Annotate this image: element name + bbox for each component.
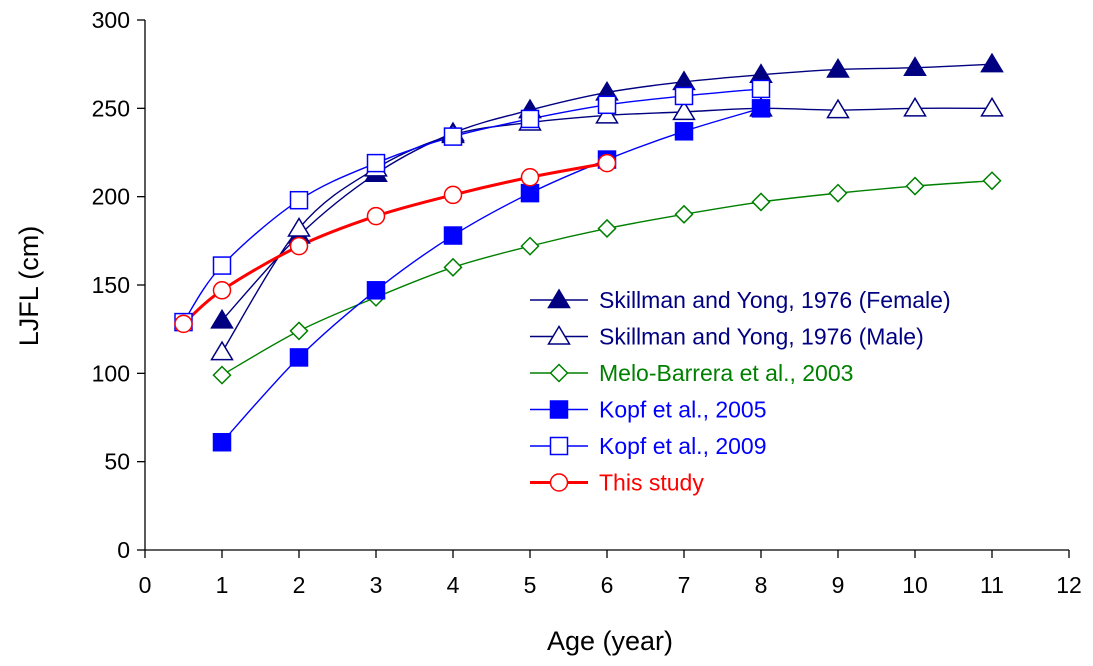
data-point-triangle-filled bbox=[210, 308, 234, 329]
x-tick-label: 6 bbox=[601, 572, 614, 598]
x-tick-label: 4 bbox=[447, 572, 460, 598]
data-point-square-open bbox=[212, 256, 232, 275]
legend-item: Melo-Barrera et al., 2003 bbox=[530, 360, 853, 386]
x-tick-label: 12 bbox=[1056, 572, 1082, 598]
data-point-diamond-open bbox=[905, 176, 925, 196]
data-point-triangle-open bbox=[980, 96, 1004, 117]
data-point-triangle-open bbox=[287, 217, 311, 237]
data-point-circle-open bbox=[174, 314, 193, 334]
data-point-triangle-filled bbox=[826, 58, 850, 78]
data-point-square-filled bbox=[520, 183, 540, 203]
data-point-square-filled bbox=[212, 432, 232, 452]
x-tick-label: 1 bbox=[216, 572, 229, 598]
data-point-square-open bbox=[751, 79, 771, 99]
data-point-diamond-open bbox=[289, 321, 309, 341]
data-point-diamond-open bbox=[982, 171, 1002, 191]
data-point-triangle-open bbox=[210, 340, 234, 361]
series-line bbox=[221, 63, 993, 321]
data-point-square-open bbox=[520, 109, 540, 129]
data-point-triangle-open bbox=[547, 325, 571, 345]
y-tick-label: 0 bbox=[117, 537, 130, 563]
x-tick-label: 11 bbox=[980, 572, 1004, 598]
data-point-triangle-open bbox=[672, 100, 696, 121]
legend: Skillman and Yong, 1976 (Female) Skillman… bbox=[530, 287, 951, 496]
data-point-square-filled bbox=[751, 99, 771, 118]
data-point-square-open bbox=[289, 190, 309, 210]
data-point-diamond-open bbox=[549, 363, 569, 383]
data-point-diamond-open bbox=[828, 183, 848, 203]
data-point-square-open bbox=[597, 95, 617, 115]
x-tick-label: 9 bbox=[832, 572, 845, 598]
y-tick-label: 200 bbox=[92, 184, 130, 210]
x-tick-label: 10 bbox=[902, 572, 928, 598]
data-point-diamond-open bbox=[597, 218, 617, 239]
series-markers-6 bbox=[174, 153, 617, 334]
legend-item: Kopf et al., 2009 bbox=[530, 433, 767, 459]
y-tick-label: 100 bbox=[92, 360, 130, 386]
legend-label: Kopf et al., 2005 bbox=[599, 397, 767, 423]
y-tick-label: 250 bbox=[92, 95, 130, 121]
x-tick-label: 8 bbox=[755, 572, 768, 598]
legend-label: Kopf et al., 2009 bbox=[599, 433, 767, 459]
legend-item: Skillman and Yong, 1976 (Female) bbox=[530, 287, 951, 313]
x-axis-title: Age (year) bbox=[547, 626, 673, 656]
data-point-circle-open bbox=[212, 281, 232, 300]
data-point-square-open bbox=[443, 127, 463, 146]
x-tick-label: 0 bbox=[139, 572, 152, 598]
data-point-triangle-open bbox=[826, 98, 850, 119]
legend-item: Skillman and Yong, 1976 (Male) bbox=[530, 324, 924, 350]
data-point-triangle-filled bbox=[980, 52, 1004, 73]
legend-label: Skillman and Yong, 1976 (Male) bbox=[599, 324, 924, 350]
data-point-triangle-open bbox=[595, 103, 619, 124]
data-point-square-filled bbox=[443, 226, 463, 245]
data-point-square-filled bbox=[674, 122, 694, 141]
series-line bbox=[221, 107, 993, 353]
x-tick-label: 7 bbox=[678, 572, 691, 598]
data-point-circle-open bbox=[366, 206, 386, 226]
y-tick-label: 50 bbox=[104, 449, 130, 475]
series-2 bbox=[221, 107, 993, 353]
data-point-diamond-open bbox=[443, 257, 463, 277]
data-point-diamond-open bbox=[751, 192, 771, 212]
y-tick-label: 150 bbox=[92, 272, 130, 298]
legend-label: This study bbox=[599, 470, 704, 496]
data-point-diamond-open bbox=[212, 365, 232, 385]
legend-item: This study bbox=[530, 470, 704, 496]
data-point-square-filled bbox=[549, 400, 569, 419]
legend-label: Skillman and Yong, 1976 (Female) bbox=[599, 287, 951, 313]
data-point-square-open bbox=[549, 436, 569, 456]
data-point-triangle-open bbox=[903, 96, 927, 117]
x-tick-label: 5 bbox=[524, 572, 537, 598]
data-point-triangle-filled bbox=[547, 288, 571, 309]
data-point-diamond-open bbox=[674, 204, 694, 224]
data-point-circle-open bbox=[289, 236, 309, 256]
data-point-diamond-open bbox=[520, 236, 540, 256]
x-tick-label: 3 bbox=[370, 572, 383, 598]
legend-label: Melo-Barrera et al., 2003 bbox=[599, 360, 853, 386]
data-point-circle-open bbox=[597, 153, 617, 173]
data-point-circle-open bbox=[443, 185, 463, 205]
data-point-square-filled bbox=[366, 281, 386, 300]
series-1 bbox=[221, 63, 993, 321]
data-point-square-open bbox=[674, 86, 694, 106]
x-tick-label: 2 bbox=[293, 572, 306, 598]
data-point-circle-open bbox=[520, 167, 540, 187]
data-point-circle-open bbox=[549, 473, 569, 492]
y-axis-title: LJFL (cm) bbox=[14, 226, 44, 347]
data-point-square-filled bbox=[289, 348, 309, 367]
data-point-square-open bbox=[366, 153, 386, 173]
legend-item: Kopf et al., 2005 bbox=[530, 397, 767, 423]
y-tick-label: 300 bbox=[92, 7, 130, 33]
data-point-triangle-filled bbox=[903, 56, 927, 76]
